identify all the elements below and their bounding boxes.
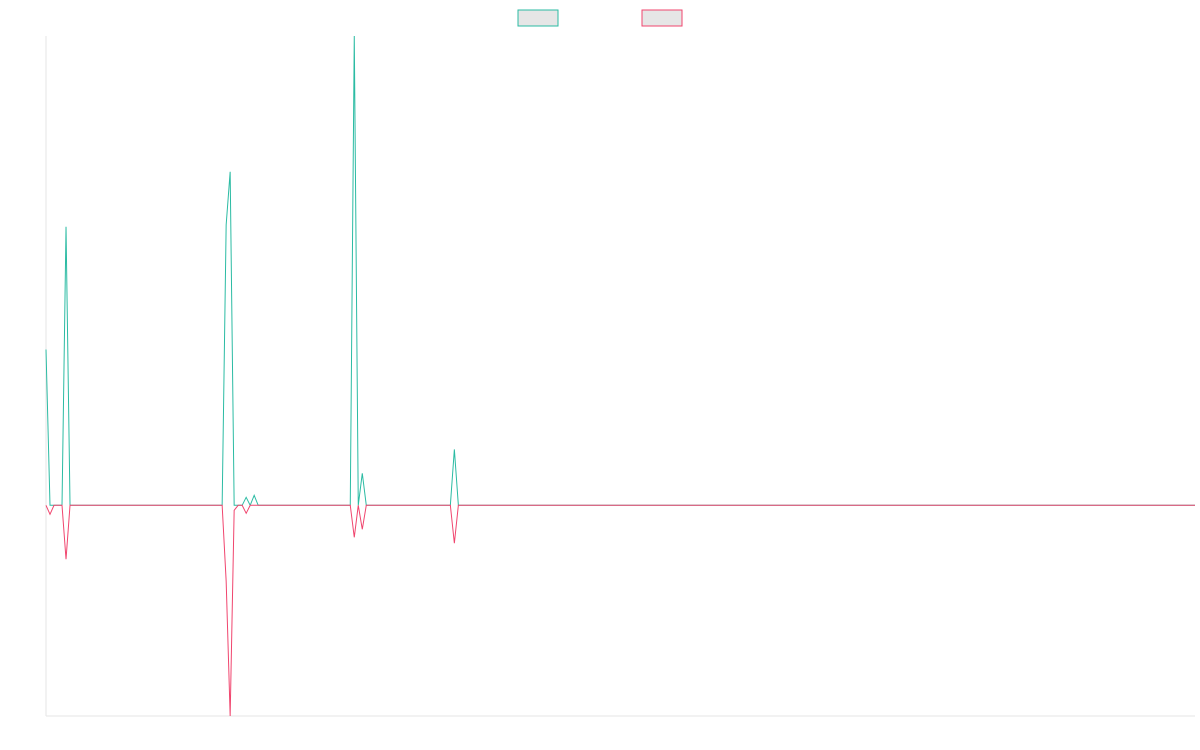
legend-swatch-1 — [517, 9, 559, 27]
series-line-1 — [45, 35, 1195, 507]
legend-swatch-2 — [641, 9, 683, 27]
series-line-2 — [45, 504, 1195, 717]
legend[interactable] — [517, 9, 683, 27]
legend-item-2[interactable] — [641, 9, 683, 27]
legend-item-1[interactable] — [517, 9, 559, 27]
axes — [45, 36, 1195, 717]
series-layer — [45, 35, 1195, 717]
